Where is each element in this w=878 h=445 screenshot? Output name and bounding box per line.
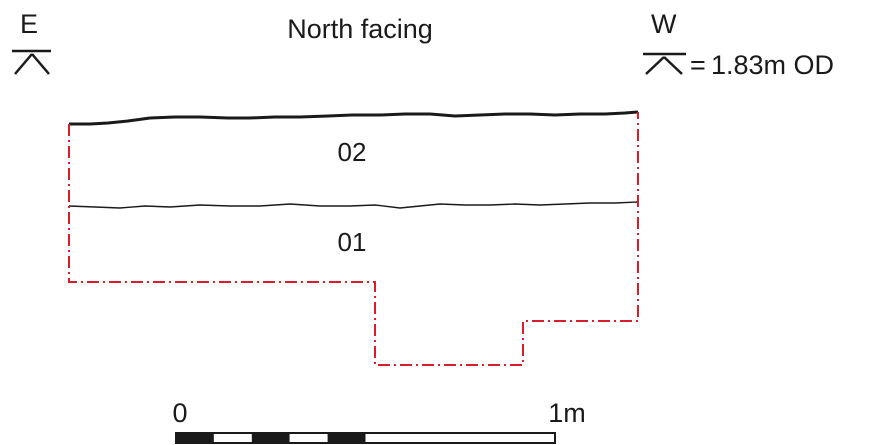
scale-bar-outline: [175, 432, 556, 444]
scale-segment: [251, 433, 290, 443]
section-title: North facing: [287, 14, 433, 44]
scale-segment: [517, 433, 555, 443]
scale-segment: [441, 433, 480, 443]
datum-symbol-icon: [12, 49, 51, 75]
scale-segment: [213, 433, 252, 443]
layer-boundary-line: [68, 201, 639, 209]
west-label: W: [651, 9, 677, 39]
layer-label-02: 02: [338, 137, 367, 167]
scale-segment: [479, 433, 518, 443]
datum-level-icon: [643, 52, 686, 75]
scale-start-label: 0: [172, 398, 187, 428]
west-marker: W = 1.83m OD: [643, 9, 834, 80]
scale-end-label: 1m: [548, 398, 586, 428]
scale-segment: [365, 433, 404, 443]
layer-label-01: 01: [338, 227, 367, 257]
east-label: E: [20, 9, 38, 39]
east-marker: E: [12, 9, 51, 75]
ground-surface-line: [69, 110, 639, 126]
scale-segment: [403, 433, 442, 443]
scale-segment: [289, 433, 328, 443]
scale-segment: [176, 433, 214, 443]
datum-equals: =: [690, 50, 706, 80]
scale-bar: 0 1m: [172, 398, 586, 444]
scale-segment: [327, 433, 366, 443]
trench-edge-line: [68, 112, 639, 366]
datum-value: 1.83m OD: [711, 50, 834, 80]
scale-segments: [176, 433, 555, 443]
